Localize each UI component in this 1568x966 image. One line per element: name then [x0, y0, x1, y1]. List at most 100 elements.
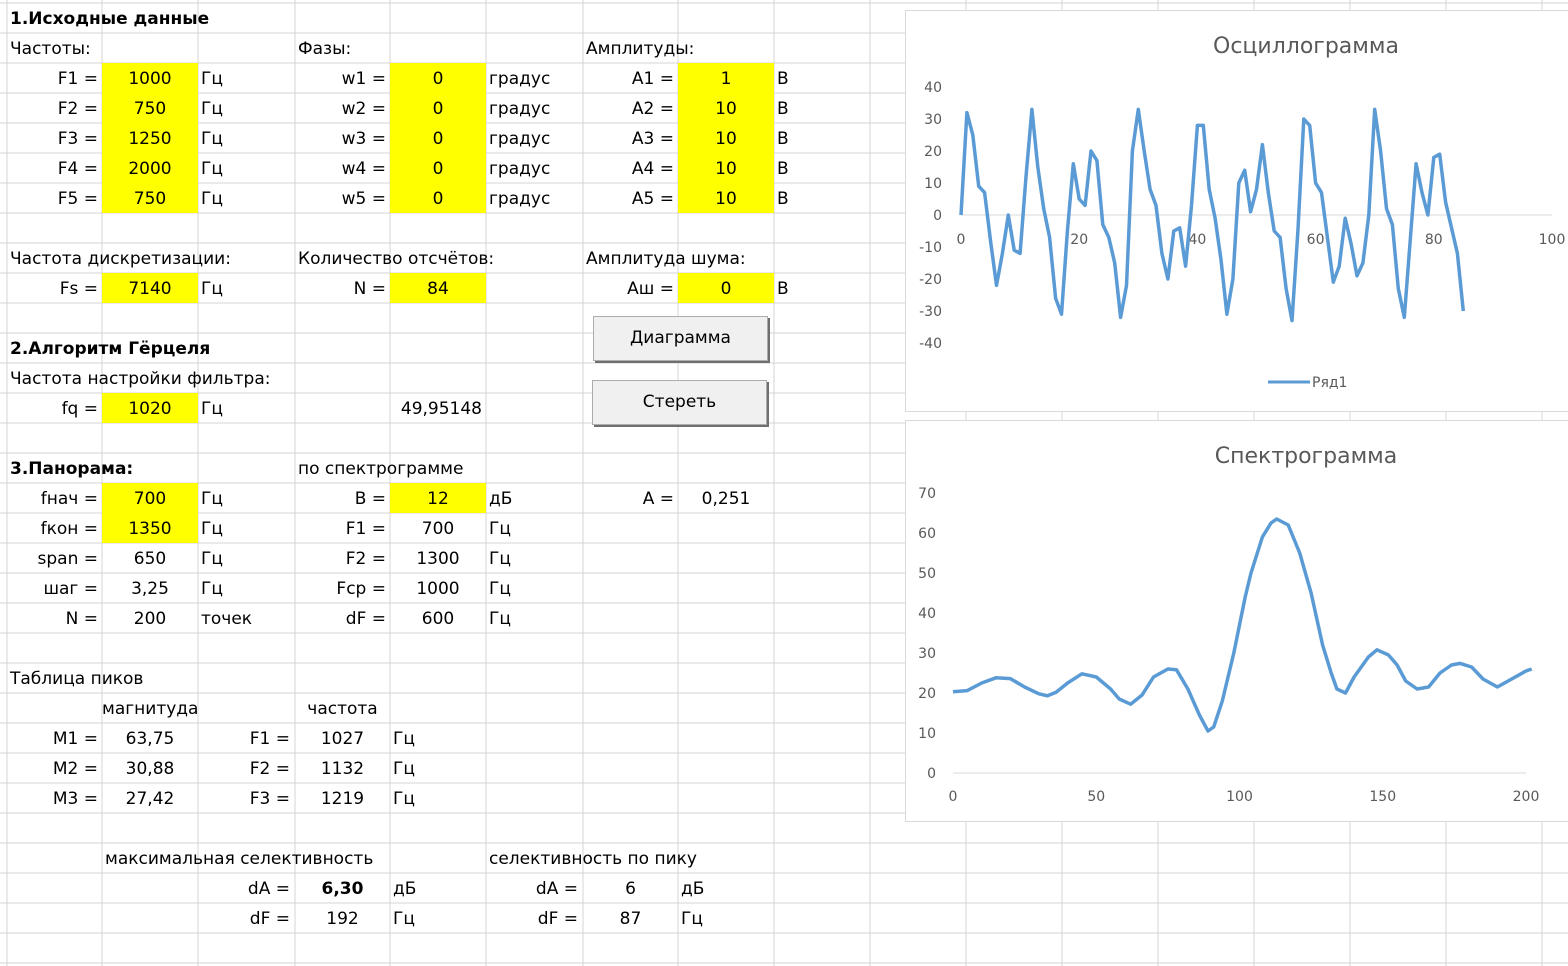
fcp-unit: Гц — [489, 579, 511, 599]
peak-df-value: 87 — [619, 909, 642, 929]
max-da-value: 6,30 — [321, 879, 364, 899]
y-tick-label: 0 — [927, 766, 936, 782]
fs-input[interactable]: 7140 — [102, 273, 198, 303]
points-unit: точек — [201, 609, 253, 629]
noise-unit: В — [777, 279, 789, 299]
clear-button[interactable]: Стереть — [592, 380, 767, 425]
f2-input[interactable]: 750 — [102, 93, 198, 123]
m3-value: 27,42 — [125, 789, 175, 809]
f-start-label: fнач = — [40, 489, 98, 509]
spectrogram-title: Спектрограмма — [1215, 444, 1398, 469]
diagram-button[interactable]: Диаграмма — [593, 316, 768, 361]
filter-frequency-header: Частота настройки фильтра: — [10, 369, 271, 389]
f5-label: F5 = — [57, 189, 98, 209]
oscillogram-title: Осциллограмма — [1213, 34, 1399, 59]
peak-f2-unit: Гц — [393, 759, 415, 779]
peak-f3-unit: Гц — [393, 789, 415, 809]
sampling-frequency-header: Частота дискретизации: — [10, 249, 231, 269]
a4-input[interactable]: 10 — [678, 153, 774, 183]
section-title-panorama: 3.Панорама: — [10, 459, 134, 479]
w4-unit: градус — [489, 159, 551, 179]
max-selectivity-header: максимальная селективность — [105, 849, 374, 869]
a1-label: A1 = — [631, 69, 674, 89]
b-input[interactable]: 12 — [390, 483, 486, 513]
x-tick-label: 50 — [1087, 789, 1105, 805]
max-da-label: dA = — [247, 879, 290, 899]
w2-unit: градус — [489, 99, 551, 119]
f5-unit: Гц — [201, 189, 223, 209]
spectrogram-chart[interactable]: Спектрограмма 70 60 50 40 30 20 10 0 0 50 100 150 20… — [905, 420, 1568, 822]
fs-label: Fs = — [59, 279, 98, 299]
fq-input[interactable]: 1020 — [102, 393, 198, 423]
w2-input[interactable]: 0 — [390, 93, 486, 123]
peak-f2-value: 1132 — [320, 759, 365, 779]
a1-input[interactable]: 1 — [678, 63, 774, 93]
span-label: span = — [37, 549, 99, 569]
a2-input[interactable]: 10 — [678, 93, 774, 123]
a3-input[interactable]: 10 — [678, 123, 774, 153]
f-end-label: fкон = — [40, 519, 98, 539]
peak-df-unit: Гц — [681, 909, 703, 929]
spec-f2-value: 1300 — [416, 549, 460, 569]
peak-da-value: 6 — [625, 879, 636, 899]
step-value: 3,25 — [131, 579, 169, 599]
fcp-label: Fcp = — [336, 579, 386, 599]
df-label: dF = — [345, 609, 386, 629]
peak-f2-label: F2 = — [249, 759, 290, 779]
by-spectrogram-header: по спектрограмме — [298, 459, 464, 479]
f5-input[interactable]: 750 — [102, 183, 198, 213]
oscillogram-chart[interactable]: Осциллограмма 40 30 20 10 0 -10 -20 -30 -40 0 20 40… — [905, 10, 1568, 412]
a5-input[interactable]: 10 — [678, 183, 774, 213]
y-tick-label: 30 — [918, 646, 936, 662]
m2-label: M2 = — [52, 759, 98, 779]
noise-input[interactable]: 0 — [678, 273, 774, 303]
w3-label: w3 = — [341, 129, 386, 149]
x-tick-label: 20 — [1070, 232, 1088, 248]
w3-input[interactable]: 0 — [390, 123, 486, 153]
step-unit: Гц — [201, 579, 223, 599]
span-value: 650 — [133, 549, 167, 569]
spec-f1-value: 700 — [421, 519, 455, 539]
y-tick-label: 50 — [918, 566, 936, 582]
m3-label: M3 = — [52, 789, 98, 809]
f3-unit: Гц — [201, 129, 223, 149]
df-value: 600 — [421, 609, 455, 629]
y-tick-label: -20 — [919, 272, 942, 288]
w1-input[interactable]: 0 — [390, 63, 486, 93]
series-line-spectrum — [952, 517, 1533, 733]
x-tick-label: 60 — [1307, 232, 1325, 248]
a5-label: A5 = — [631, 189, 674, 209]
f3-label: F3 = — [57, 129, 98, 149]
fq-unit: Гц — [201, 399, 223, 419]
y-tick-label: 60 — [918, 526, 936, 542]
x-tick-label: 0 — [949, 789, 958, 805]
f3-input[interactable]: 1250 — [102, 123, 198, 153]
f1-input[interactable]: 1000 — [102, 63, 198, 93]
a3-label: A3 = — [631, 129, 674, 149]
max-df-label: dF = — [249, 909, 290, 929]
x-tick-label: 100 — [1226, 789, 1253, 805]
section-title-goertzel: 2.Алгоритм Гёрцеля — [10, 339, 211, 359]
m1-value: 63,75 — [125, 729, 175, 749]
f-end-input[interactable]: 1350 — [102, 513, 198, 543]
amplitudes-header: Амплитуды: — [586, 39, 695, 59]
w5-unit: градус — [489, 189, 551, 209]
n-label: N = — [353, 279, 386, 299]
y-tick-label: 0 — [933, 208, 942, 224]
y-tick-label: 10 — [918, 726, 936, 742]
a5-unit: В — [777, 189, 789, 209]
n-input[interactable]: 84 — [390, 273, 486, 303]
m1-label: M1 = — [52, 729, 98, 749]
w4-input[interactable]: 0 — [390, 153, 486, 183]
w1-unit: градус — [489, 69, 551, 89]
y-tick-label: 10 — [924, 176, 942, 192]
w5-input[interactable]: 0 — [390, 183, 486, 213]
a1-unit: В — [777, 69, 789, 89]
fcp-value: 1000 — [416, 579, 460, 599]
step-label: шаг = — [43, 579, 98, 599]
f4-input[interactable]: 2000 — [102, 153, 198, 183]
w5-label: w5 = — [341, 189, 386, 209]
f-start-input[interactable]: 700 — [102, 483, 198, 513]
peak-f3-value: 1219 — [320, 789, 365, 809]
